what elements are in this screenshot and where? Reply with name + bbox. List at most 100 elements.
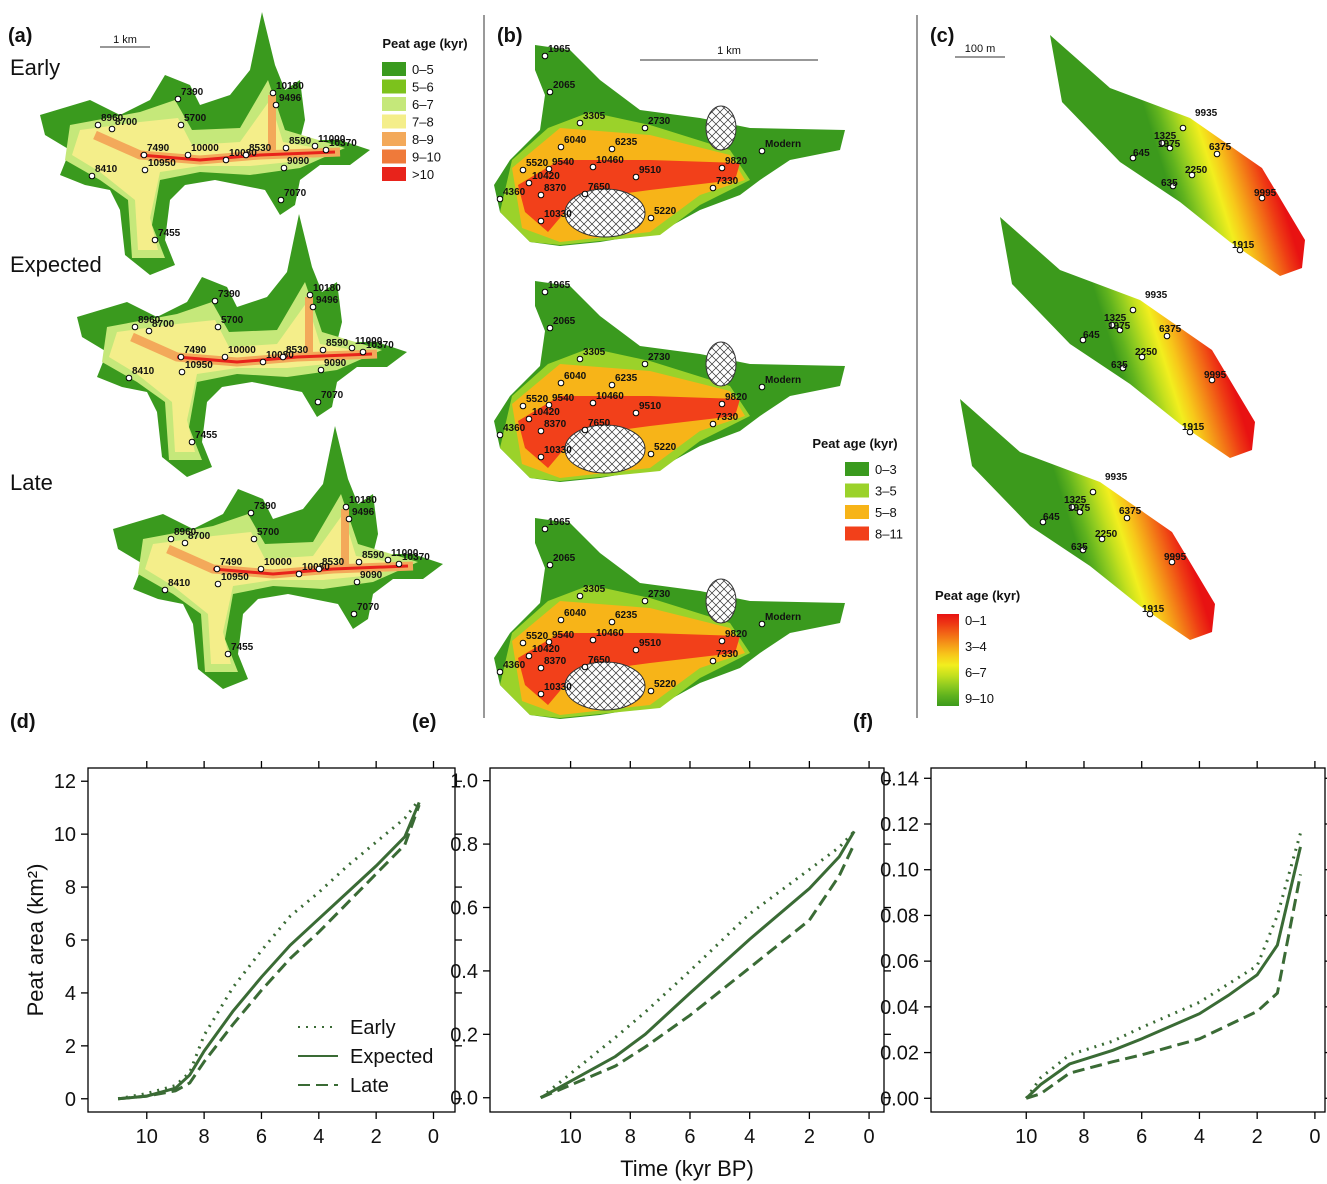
site-marker [1119,364,1127,372]
x-tick-label: 8 [199,1126,210,1148]
site-marker [537,217,545,225]
x-tick-label: 0 [428,1126,439,1148]
site-marker [589,636,597,644]
site-label: 5220 [654,442,677,453]
legend-swatch [382,132,406,146]
site-marker [557,143,565,151]
panel-label: (b) [497,25,523,47]
site-label: Modern [765,375,801,386]
row-label: Late [10,470,53,495]
site-label: 645 [1133,148,1150,159]
site-marker [161,586,169,594]
site-label: 8530 [249,143,272,154]
series-line [117,801,421,1101]
site-label: 6375 [1159,324,1182,335]
x-tick-label: 6 [684,1126,695,1148]
site-label: 5700 [221,315,244,326]
site-marker [546,88,554,96]
site-marker [177,121,185,129]
site-label: 1965 [548,517,571,528]
site-label: 1325 [1104,313,1127,324]
site-label: 8700 [188,531,211,542]
legend-swatch [382,114,406,129]
site-label: 1975 [1158,139,1181,150]
site-marker [546,561,554,569]
y-tick-label: 10 [54,824,76,846]
site-label: 5520 [526,394,549,405]
legend-title: Peat age (kyr) [935,588,1020,603]
site-label: 9935 [1105,472,1128,483]
site-label: 9090 [324,358,347,369]
site-label: Modern [765,612,801,623]
x-tick-label: 4 [1194,1126,1205,1148]
site-marker [1236,246,1244,254]
site-label: 8960 [138,315,161,326]
plot-frame [87,767,456,1113]
site-label: 10950 [185,360,213,371]
site-marker [525,179,533,187]
site-label: 10370 [366,340,394,351]
legend-label: 5–8 [875,505,897,520]
peat-zone [518,396,740,468]
site-label: 7455 [195,430,218,441]
peat-zone [960,399,1215,640]
site-label: 2065 [553,316,576,327]
site-label: Modern [765,139,801,150]
site-marker [537,690,545,698]
legend-swatch [382,62,406,76]
site-label: 6235 [615,610,638,621]
site-marker [632,173,640,181]
legend-label: Late [350,1075,389,1097]
map: 1965 2065 3305 2730 6040 6235 5520 9540 10460 951… [494,280,845,482]
site-marker [1108,321,1116,329]
legend-label: 7–8 [412,115,434,130]
site-label: 9496 [316,295,339,306]
site-label: 9510 [639,401,662,412]
site-marker [221,353,229,361]
no-data [564,424,646,474]
site-label: 8370 [544,656,567,667]
site-label: 10180 [349,495,377,506]
site-marker [282,144,290,152]
site-marker [108,125,116,133]
site-label: 6235 [615,373,638,384]
y-tick-label: 0.04 [880,997,919,1019]
site-label: 9935 [1145,290,1168,301]
site-label: 645 [1083,330,1100,341]
site-label: 1915 [1142,604,1165,615]
site-label: 8370 [544,183,567,194]
site-marker [1208,376,1216,384]
x-tick-label: 2 [804,1126,815,1148]
site-label: 10370 [329,138,357,149]
site-marker [280,164,288,172]
no-data [564,661,646,711]
site-label: 1965 [548,44,571,55]
map: 1325 9935 6375 645 1975 2250 635 9995 1915 [960,399,1215,640]
site-marker [184,151,192,159]
series-line [1025,832,1302,1100]
site-label: 6375 [1209,142,1232,153]
site-marker [1186,428,1194,436]
site-label: 4360 [503,187,526,198]
site-marker [314,398,322,406]
x-tick-label: 6 [256,1126,267,1148]
peat-core [176,352,373,364]
site-label: 10180 [313,283,341,294]
site-marker [395,560,403,568]
site-marker [257,565,265,573]
site-marker [222,156,230,164]
map: 1325 9935 6375 645 1975 2250 635 9995 1915 [1050,35,1305,276]
site-label: 10420 [532,407,560,418]
x-tick-label: 2 [371,1126,382,1148]
legend-label: 9–10 [412,150,441,165]
site-label: 9995 [1254,188,1277,199]
map: 1325 9935 6375 645 1975 2250 635 9995 1915 [1000,217,1255,458]
site-marker [519,639,527,647]
x-tick-label: 4 [744,1126,755,1148]
site-marker [641,597,649,605]
no-data [705,105,737,151]
site-marker [541,525,549,533]
site-label: 7330 [716,176,739,187]
peat-zone [518,633,740,705]
